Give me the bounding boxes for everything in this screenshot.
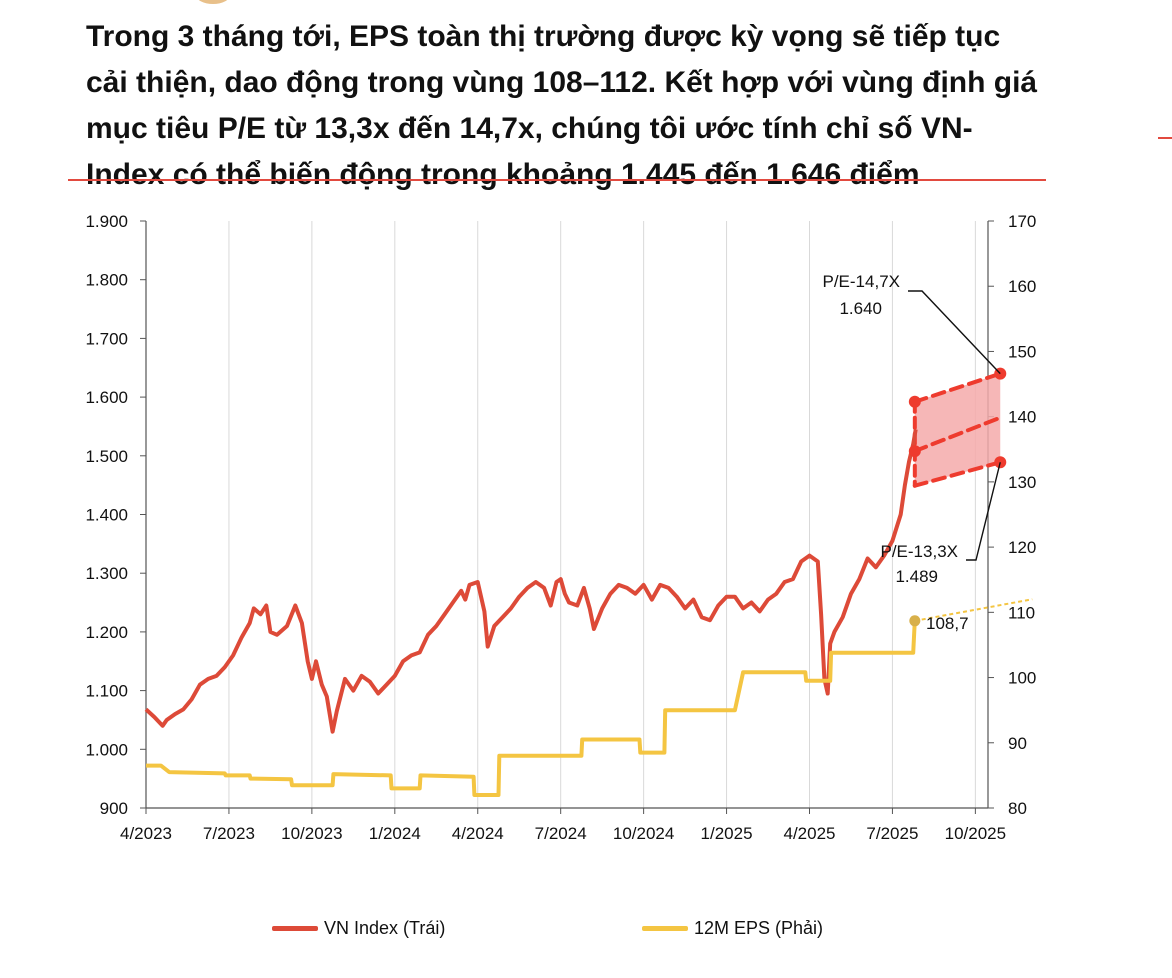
- edge-marker: [1158, 137, 1172, 139]
- x-tick-label: 7/2025: [866, 824, 918, 843]
- legend-label-eps: 12M EPS (Phải): [694, 918, 824, 938]
- y-left-tick-label: 1.600: [85, 388, 128, 407]
- y-left-tick-label: 1.900: [85, 212, 128, 231]
- x-tick-label: 7/2023: [203, 824, 255, 843]
- legend-vnindex: VN Index (Trái): [272, 918, 445, 939]
- y-left-tick-label: 1.100: [85, 682, 128, 701]
- vertical-gridlines: [228, 221, 976, 808]
- x-tick-label: 7/2024: [535, 824, 587, 843]
- marker-band-start-mid: [908, 445, 921, 458]
- y-right-tick-label: 130: [1008, 473, 1036, 492]
- annotations: P/E-14,7X 1.640 P/E-13,3X 1.489 108,7: [823, 272, 1007, 633]
- leader-upper: [908, 290, 1001, 375]
- y-right-tick-label: 90: [1008, 734, 1027, 753]
- y-right-tick-label: 100: [1008, 669, 1036, 688]
- annotation-lower-value: 1.489: [895, 567, 938, 586]
- marker-eps-current: [909, 615, 921, 627]
- legend-label-vnindex: VN Index (Trái): [324, 918, 446, 938]
- x-tick-label: 10/2023: [281, 824, 342, 843]
- y-right-tick-label: 150: [1008, 342, 1036, 361]
- x-tick-label: 4/2023: [120, 824, 172, 843]
- y-right-tick-label: 170: [1008, 212, 1036, 231]
- annotation-upper-label: P/E-14,7X: [823, 272, 901, 291]
- legend-eps: 12M EPS (Phải): [642, 918, 823, 939]
- eps-forecast-line: [914, 598, 1033, 622]
- title-divider: [68, 179, 1046, 181]
- marker-band-start-upper: [908, 395, 921, 408]
- band-line-lower: [912, 460, 1003, 488]
- forecast-band-fill: [914, 373, 1001, 486]
- y-right-tick-label: 80: [1008, 799, 1027, 818]
- leader-lower: [966, 462, 1001, 561]
- y-left-tick-label: 1.200: [85, 623, 128, 642]
- annotation-eps-value: 108,7: [926, 614, 969, 633]
- annotation-upper-value: 1.640: [839, 299, 882, 318]
- y-right-tick-label: 160: [1008, 277, 1036, 296]
- x-tick-label: 10/2024: [613, 824, 674, 843]
- y-right-tick-label: 110: [1008, 603, 1035, 622]
- chart-title: Trong 3 tháng tới, EPS toàn thị trường đ…: [86, 20, 1038, 191]
- y-left-tick-label: 900: [100, 799, 128, 818]
- logo-fragment: [196, 0, 230, 4]
- y-right-tick-label: 140: [1008, 408, 1036, 427]
- legend-swatch-vnindex: [272, 926, 318, 931]
- series-lines: [144, 429, 1033, 797]
- series-vnindex: [144, 429, 918, 734]
- y-left-tick-label: 1.300: [85, 564, 128, 583]
- y-left-tick-label: 1.500: [85, 447, 128, 466]
- x-tick-label: 4/2024: [452, 824, 504, 843]
- x-tick-label: 4/2025: [783, 824, 835, 843]
- tick-labels: 4/2023 7/2023 10/2023 1/2024 4/2024 7/2024 10/…: [85, 212, 1036, 843]
- series-eps: [146, 620, 917, 797]
- legend-swatch-eps: [642, 926, 688, 931]
- x-tick-label: 10/2025: [945, 824, 1006, 843]
- x-tick-label: 1/2025: [701, 824, 753, 843]
- y-right-tick-label: 120: [1008, 538, 1036, 557]
- x-tick-label: 1/2024: [369, 824, 421, 843]
- forecast-band: [912, 371, 1003, 488]
- annotation-lower-label: P/E-13,3X: [881, 542, 959, 561]
- y-left-tick-label: 1.800: [85, 271, 128, 290]
- y-left-tick-label: 1.400: [85, 506, 128, 525]
- y-left-tick-label: 1.700: [85, 329, 128, 348]
- band-line-upper: [912, 371, 1003, 404]
- y-left-tick-label: 1.000: [85, 740, 128, 759]
- band-line-mid: [912, 415, 1003, 454]
